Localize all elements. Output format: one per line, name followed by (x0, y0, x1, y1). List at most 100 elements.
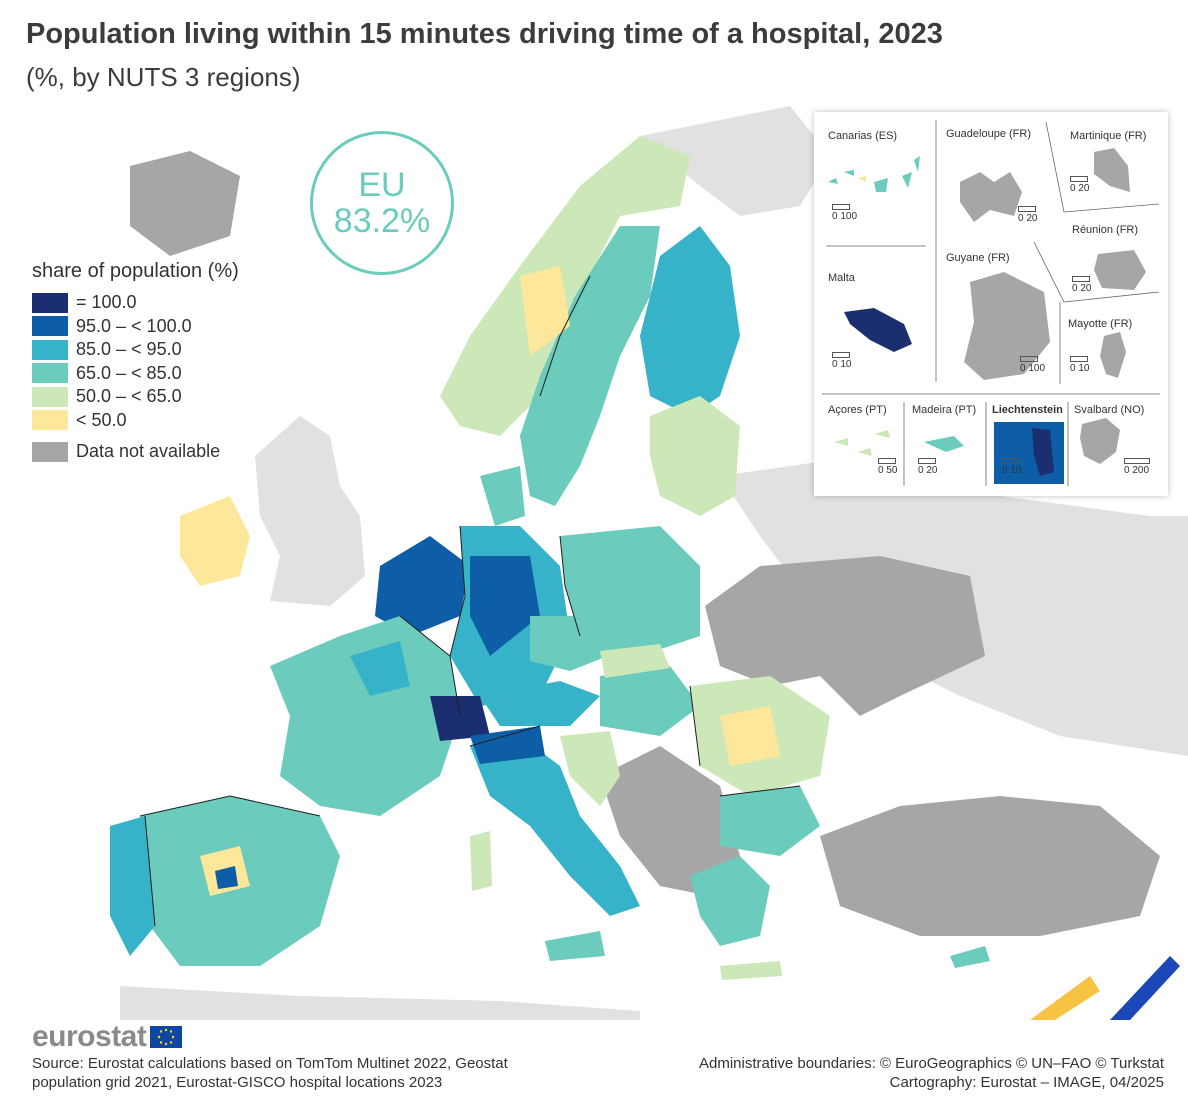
mayotte-shape (1100, 332, 1126, 378)
legend-row: < 50.0 (32, 409, 239, 433)
legend-swatch (32, 316, 68, 337)
scale-label: 0 100 (832, 211, 858, 222)
scale-label: 0 20 (1072, 283, 1092, 294)
svalbard-shape (1080, 418, 1120, 464)
scale-liechtenstein: 0 10 (1002, 458, 1021, 476)
scale-label: 0 10 (1070, 363, 1090, 374)
sardinia (470, 831, 492, 891)
legend-label: = 100.0 (76, 292, 137, 313)
legend-row: 50.0 – < 65.0 (32, 385, 239, 409)
scale-label: 0 10 (1002, 465, 1022, 476)
scale-label: 0 20 (1018, 213, 1038, 224)
legend-row: 65.0 – < 85.0 (32, 362, 239, 386)
inset-label-malta: Malta (828, 272, 855, 284)
western-balkans-no-data (600, 746, 740, 896)
legend-label: Data not available (76, 441, 221, 462)
legend-label: 65.0 – < 85.0 (76, 362, 182, 383)
eu-average-badge: EU 83.2% (310, 131, 454, 275)
greece (690, 856, 770, 946)
legend-swatch (32, 410, 68, 431)
ireland (180, 496, 250, 586)
inset-label-guyane: Guyane (FR) (946, 252, 1010, 264)
source-note: Source: Eurostat calculations based on T… (32, 1054, 592, 1092)
france (270, 616, 460, 816)
scale-madeira: 0 20 (918, 458, 937, 476)
croatia (560, 731, 620, 806)
eu-flag-icon (150, 1026, 183, 1048)
europe-map (110, 106, 1188, 1020)
scale-label: 0 100 (1020, 363, 1046, 374)
liechtenstein-shape (994, 422, 1064, 484)
inset-maps-panel: Canarias (ES) 0 100 Guadeloupe (FR) 0 20… (814, 112, 1168, 496)
scale-malta: 0 10 (832, 352, 851, 370)
legend-swatch (32, 441, 68, 462)
inset-label-martinique: Martinique (FR) (1070, 130, 1147, 142)
hungary (600, 666, 700, 736)
finland (640, 226, 740, 416)
scale-guyane: 0 100 (1020, 356, 1045, 374)
acores-shapes (834, 430, 890, 456)
madeira-shape (924, 436, 964, 452)
legend-swatch (32, 363, 68, 384)
scale-canarias: 0 100 (832, 204, 857, 222)
canarias-shapes (828, 156, 920, 192)
benelux (375, 536, 470, 636)
italy-north (470, 726, 545, 764)
guadeloupe-shape (960, 172, 1022, 222)
scale-guadeloupe: 0 20 (1018, 206, 1037, 224)
italy (470, 736, 640, 916)
spain-madrid (215, 866, 238, 889)
inset-label-madeira: Madeira (PT) (912, 404, 977, 416)
legend-row: = 100.0 (32, 291, 239, 315)
map-title: Population living within 15 minutes driv… (26, 18, 943, 50)
legend-title: share of population (%) (32, 260, 239, 282)
malta-shape (844, 308, 912, 352)
inset-label-mayotte: Mayotte (FR) (1068, 318, 1133, 330)
germany-core (470, 556, 540, 656)
ukraine-no-data (705, 556, 985, 716)
inset-dividers (822, 120, 1160, 486)
eu-label: EU (358, 166, 406, 204)
north-africa-land (120, 986, 640, 1020)
legend-swatch (32, 339, 68, 360)
scale-reunion: 0 20 (1072, 276, 1091, 294)
guyane-shape (964, 272, 1050, 380)
legend-label: 85.0 – < 95.0 (76, 339, 182, 360)
czechia (530, 616, 620, 671)
legend-row: 85.0 – < 95.0 (32, 338, 239, 362)
scale-label: 0 10 (832, 359, 852, 370)
portugal (110, 816, 155, 956)
inset-label-guadeloupe: Guadeloupe (FR) (946, 128, 1031, 140)
norway (440, 136, 690, 436)
source-line-1: Source: Eurostat calculations based on T… (32, 1055, 508, 1072)
legend-label: 50.0 – < 65.0 (76, 386, 182, 407)
eu-value: 83.2% (333, 202, 431, 240)
map-legend: share of population (%) = 100.0 95.0 – <… (32, 260, 239, 464)
denmark (480, 466, 525, 526)
uk-land (255, 416, 365, 606)
scale-svalbard: 0 200 (1124, 458, 1150, 476)
baltics (650, 396, 740, 516)
credits-line-2: Cartography: Eurostat – IMAGE, 04/2025 (889, 1074, 1164, 1091)
logo-text: eurostat (32, 1020, 147, 1053)
scale-label: 0 20 (918, 465, 938, 476)
scale-label: 0 20 (1070, 183, 1090, 194)
map-subtitle: (%, by NUTS 3 regions) (26, 62, 301, 92)
inset-label-svalbard: Svalbard (NO) (1074, 404, 1145, 416)
bulgaria (720, 786, 820, 856)
legend-label: 95.0 – < 100.0 (76, 315, 192, 336)
eurostat-logo: eurostat (32, 1020, 183, 1054)
reunion-shape (1094, 250, 1146, 290)
iceland-no-data (130, 151, 240, 256)
inset-label-liechtenstein: Liechtenstein (992, 404, 1063, 416)
source-line-2: population grid 2021, Eurostat-GISCO hos… (32, 1074, 443, 1091)
sicily (545, 931, 605, 961)
martinique-shape (1094, 148, 1130, 192)
crete (720, 961, 782, 980)
credits-note: Administrative boundaries: © EuroGeograp… (699, 1054, 1164, 1092)
country-borders (139, 275, 801, 927)
turkey-no-data (820, 796, 1160, 936)
legend-row: 95.0 – < 100.0 (32, 315, 239, 339)
slovakia (600, 644, 670, 678)
romania-yellow (720, 706, 780, 766)
